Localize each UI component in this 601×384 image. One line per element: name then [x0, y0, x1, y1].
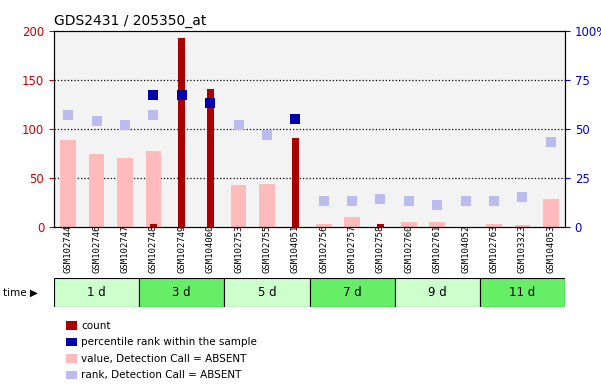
Text: 1 d: 1 d [87, 286, 106, 299]
Bar [89, 154, 105, 227]
Bar [543, 199, 558, 227]
Bar [316, 223, 332, 227]
Text: GSM102756: GSM102756 [319, 225, 328, 273]
Bar [168, 31, 196, 227]
Bar [61, 141, 76, 227]
Bar [139, 31, 168, 227]
Bar [253, 31, 281, 227]
Bar [395, 278, 480, 307]
Bar [292, 139, 299, 227]
Point [262, 131, 272, 137]
Text: GSM102757: GSM102757 [347, 225, 356, 273]
Bar [224, 278, 310, 307]
Text: count: count [81, 321, 111, 331]
Point [290, 116, 300, 122]
Bar [196, 31, 224, 227]
Bar [231, 185, 246, 227]
Text: GSM104051: GSM104051 [291, 225, 300, 273]
Bar [338, 31, 366, 227]
Text: GSM102763: GSM102763 [489, 225, 498, 273]
Point [461, 198, 471, 204]
Bar [54, 31, 82, 227]
Bar [145, 151, 161, 227]
Text: GSM102753: GSM102753 [234, 225, 243, 273]
Bar [366, 31, 395, 227]
Point [177, 92, 187, 98]
Bar [224, 31, 253, 227]
Bar [423, 31, 451, 227]
Bar [281, 31, 310, 227]
Bar [480, 31, 508, 227]
Text: GSM104053: GSM104053 [546, 225, 555, 273]
Text: 9 d: 9 d [428, 286, 447, 299]
Bar [82, 31, 111, 227]
Bar [395, 31, 423, 227]
Bar [139, 278, 224, 307]
Bar [54, 278, 139, 307]
Point [546, 139, 555, 146]
Text: GSM104052: GSM104052 [461, 225, 470, 273]
Bar [508, 31, 537, 227]
Point [404, 198, 413, 204]
Text: 3 d: 3 d [172, 286, 191, 299]
Text: 7 d: 7 d [343, 286, 361, 299]
Bar [480, 278, 565, 307]
Point [64, 112, 73, 118]
Text: time ▶: time ▶ [3, 288, 38, 298]
Point [319, 198, 329, 204]
Bar [451, 31, 480, 227]
Point [489, 198, 499, 204]
Bar [310, 31, 338, 227]
Text: GSM102760: GSM102760 [404, 225, 413, 273]
Text: GSM102748: GSM102748 [149, 225, 158, 273]
Bar [344, 217, 360, 227]
Text: GSM102749: GSM102749 [177, 225, 186, 273]
Point [92, 118, 102, 124]
Bar [207, 89, 214, 227]
Bar [377, 223, 384, 227]
Text: GSM103323: GSM103323 [518, 225, 527, 273]
Point [347, 198, 357, 204]
Text: GSM102747: GSM102747 [121, 225, 130, 273]
Text: value, Detection Call = ABSENT: value, Detection Call = ABSENT [81, 354, 246, 364]
Text: GSM102746: GSM102746 [92, 225, 101, 273]
Bar [486, 223, 502, 227]
Point [234, 122, 243, 128]
Bar [430, 222, 445, 227]
Text: GSM102761: GSM102761 [433, 225, 442, 273]
Text: GDS2431 / 205350_at: GDS2431 / 205350_at [54, 14, 207, 28]
Bar [259, 184, 275, 227]
Point [433, 202, 442, 208]
Text: percentile rank within the sample: percentile rank within the sample [81, 337, 257, 347]
Point [517, 194, 527, 200]
Bar [117, 158, 133, 227]
Point [120, 122, 130, 128]
Bar [514, 225, 530, 227]
Point [376, 196, 385, 202]
Bar [310, 278, 395, 307]
Bar [150, 223, 157, 227]
Bar [537, 31, 565, 227]
Point [148, 112, 158, 118]
Bar [111, 31, 139, 227]
Point [206, 100, 215, 106]
Text: GSM102744: GSM102744 [64, 225, 73, 273]
Bar [401, 222, 416, 227]
Bar [178, 38, 185, 227]
Text: 5 d: 5 d [258, 286, 276, 299]
Text: GSM102755: GSM102755 [263, 225, 272, 273]
Text: GSM102758: GSM102758 [376, 225, 385, 273]
Text: GSM104060: GSM104060 [206, 225, 215, 273]
Text: rank, Detection Call = ABSENT: rank, Detection Call = ABSENT [81, 370, 242, 380]
Text: 11 d: 11 d [509, 286, 535, 299]
Point [148, 92, 158, 98]
